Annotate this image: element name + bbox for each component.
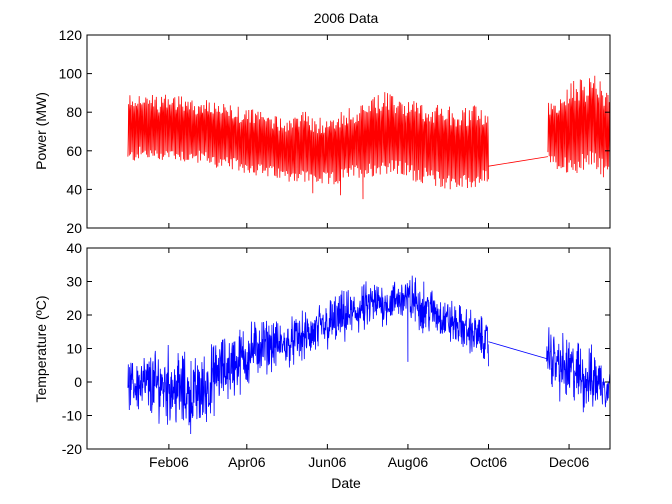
series-line — [546, 327, 611, 413]
x-tick-label: Dec06 — [549, 454, 590, 470]
x-tick-label: Feb06 — [149, 454, 189, 470]
series-line — [488, 341, 547, 359]
power-series — [127, 75, 611, 200]
chart-title: 2006 Data — [314, 10, 379, 26]
y-tick-label: 20 — [66, 220, 82, 236]
y-tick-label: 10 — [66, 341, 82, 357]
x-axis-label: Date — [331, 475, 361, 491]
power-panel: 20 40 60 80 100 120 Power (MW) — [33, 27, 611, 236]
power-y-axis-label: Power (MW) — [33, 92, 49, 170]
y-tick-label: -10 — [62, 408, 82, 424]
y-tick-label: -20 — [62, 441, 82, 457]
power-y-ticks: 20 40 60 80 100 120 — [59, 27, 610, 236]
series-line — [127, 275, 489, 435]
y-tick-label: 100 — [59, 66, 83, 82]
power-x-ticks — [168, 35, 570, 228]
y-tick-label: 30 — [66, 274, 82, 290]
temperature-axes-frame — [86, 247, 611, 450]
y-tick-label: 60 — [66, 143, 82, 159]
y-tick-label: 0 — [74, 374, 82, 390]
temperature-panel: -20 -10 0 10 20 30 40 Feb06 Apr06 Jun06 Aug06 Oct0… — [33, 240, 611, 491]
series-line — [547, 75, 611, 178]
x-tick-label: Apr06 — [228, 454, 266, 470]
temperature-y-axis-label: Temperature (ºC) — [33, 295, 49, 402]
y-tick-label: 40 — [66, 240, 82, 256]
power-axes-frame — [86, 34, 611, 229]
y-tick-label: 20 — [66, 307, 82, 323]
y-tick-label: 40 — [66, 181, 82, 197]
x-tick-label: Jun06 — [308, 454, 346, 470]
x-tick-label: Aug06 — [388, 454, 429, 470]
x-tick-label: Oct06 — [470, 454, 508, 470]
temperature-y-ticks: -20 -10 0 10 20 30 40 — [62, 240, 610, 457]
temperature-x-ticks: Feb06 Apr06 Jun06 Aug06 Oct06 Dec06 — [149, 248, 590, 470]
temperature-series — [127, 275, 611, 435]
y-tick-label: 80 — [66, 104, 82, 120]
y-tick-label: 120 — [59, 27, 83, 43]
series-line — [488, 156, 548, 167]
series-line — [127, 92, 489, 200]
